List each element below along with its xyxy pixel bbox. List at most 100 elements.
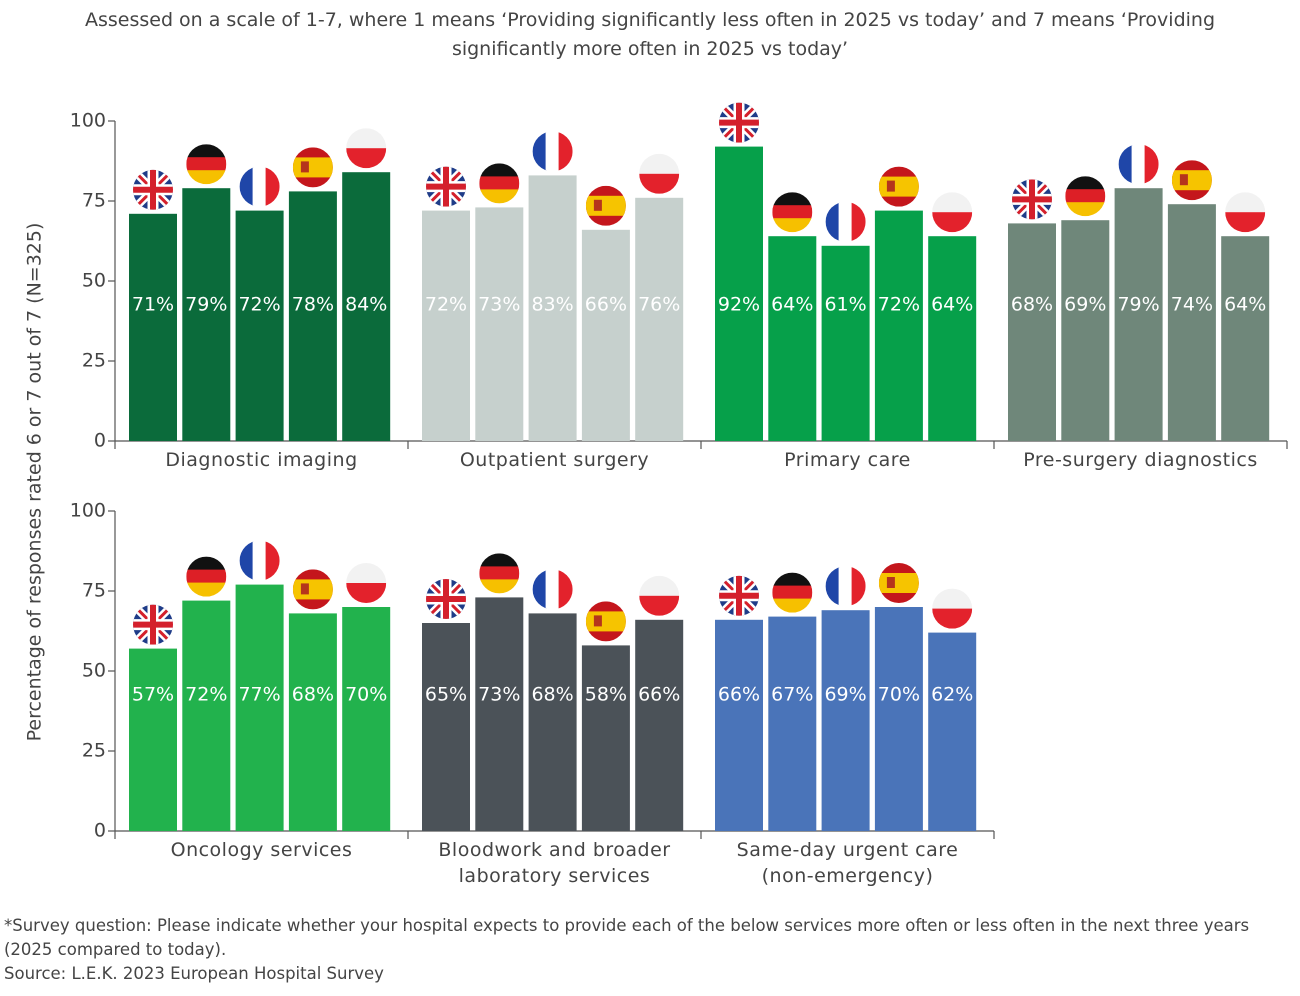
value-label: 69% [824, 684, 866, 706]
value-label: 61% [824, 294, 866, 316]
flag-part [265, 540, 280, 581]
flag-body [479, 553, 520, 594]
flag-part [479, 176, 520, 191]
bar [1061, 220, 1110, 441]
source: Source: L.E.K. 2023 European Hospital Su… [4, 964, 384, 983]
value-label: 64% [1224, 294, 1266, 316]
bar [129, 648, 177, 831]
flag [186, 144, 227, 185]
flag-part [932, 608, 973, 629]
flag-part [1065, 202, 1106, 217]
bar [129, 213, 177, 441]
value-label: 66% [718, 684, 760, 706]
flag-part [886, 577, 895, 588]
flag [878, 563, 919, 603]
flag-part [186, 157, 227, 172]
flag-part [558, 569, 573, 610]
flag-body [239, 540, 280, 581]
flag-part [593, 615, 602, 627]
flag-body [133, 604, 173, 645]
y-tick-label: 0 [94, 430, 106, 452]
flag-part [772, 192, 813, 207]
flag-part [479, 553, 520, 568]
flag-part [825, 566, 840, 607]
flag [1012, 179, 1052, 220]
bar [528, 613, 577, 831]
flag-body [133, 169, 173, 210]
flag-part [346, 128, 387, 149]
flag-part [772, 572, 813, 587]
bar [874, 607, 923, 831]
flag [639, 575, 680, 616]
flag [292, 147, 333, 188]
flag-part [838, 566, 853, 607]
bar [928, 236, 977, 441]
bar [422, 210, 470, 441]
value-label: 65% [425, 684, 467, 706]
y-tick-label: 25 [82, 350, 106, 372]
flag-part [639, 153, 680, 174]
flag-part [252, 166, 267, 207]
flag-body [426, 166, 466, 207]
flag-part [585, 195, 626, 216]
flag [1171, 160, 1212, 201]
flag-part [133, 604, 173, 645]
flag-body [239, 166, 280, 207]
bar [928, 632, 977, 831]
y-axis-label: Percentage of responses rated 6 or 7 out… [24, 223, 46, 742]
flag-part [593, 199, 602, 211]
y-tick-label: 100 [70, 110, 106, 132]
x-group-label: Outpatient surgery [459, 449, 650, 471]
bar [635, 197, 684, 441]
value-label: 71% [132, 294, 174, 316]
flag [532, 569, 573, 610]
flag-body [292, 569, 333, 610]
y-tick-label: 0 [94, 820, 106, 842]
flag [932, 588, 973, 629]
flag-body [186, 556, 227, 597]
value-label: 74% [1171, 294, 1213, 316]
flag-part [545, 569, 560, 610]
flag-body [719, 102, 759, 143]
flag-part [639, 173, 680, 194]
flag-body [292, 147, 333, 188]
flag-part [239, 540, 254, 581]
flag-part [239, 166, 254, 207]
flag-part [772, 218, 813, 233]
value-label: 58% [585, 684, 627, 706]
flag [133, 169, 173, 210]
bar [1008, 223, 1056, 441]
flag-part [825, 201, 840, 242]
flag-part [932, 212, 973, 233]
y-tick-label: 75 [82, 190, 106, 212]
value-label: 69% [1064, 294, 1106, 316]
flag-part [1065, 176, 1106, 191]
footnote: *Survey question: Please indicate whethe… [4, 916, 1250, 959]
flag-part [479, 189, 520, 204]
flag-part [300, 583, 309, 595]
bar [235, 584, 284, 831]
bar [1167, 204, 1216, 441]
value-label: 68% [1011, 294, 1053, 316]
bar [635, 619, 684, 831]
bar [1114, 188, 1163, 441]
value-label: 72% [185, 684, 227, 706]
value-label: 70% [345, 684, 387, 706]
flag-body [479, 163, 520, 204]
flag [479, 553, 520, 594]
flag-part [558, 131, 573, 172]
value-label: 70% [878, 684, 920, 706]
flag [292, 569, 333, 610]
flag-part [932, 192, 973, 213]
flag [239, 540, 280, 581]
flag-part [186, 569, 227, 584]
flag [1225, 192, 1266, 233]
flag [426, 579, 466, 619]
flag [532, 131, 573, 172]
flag-body [772, 572, 813, 613]
flag-part [1065, 189, 1106, 204]
flag-body [1225, 192, 1266, 233]
flag-body [639, 153, 680, 194]
value-label: 83% [531, 294, 573, 316]
